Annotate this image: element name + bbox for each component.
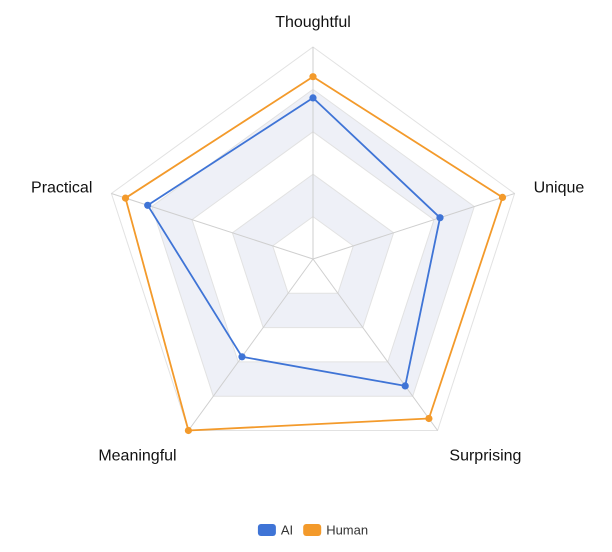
point-human-thoughtful [309,73,317,81]
spoke-unique [312,193,515,260]
point-ai-practical [144,201,152,209]
axis-labels: Thoughtful Unique Surprising Meaningful Prac… [31,14,584,465]
legend-label-human: Human [326,523,368,538]
series-human [121,73,507,435]
legend-item-ai: AI [257,523,293,538]
legend-swatch-ai [257,524,276,536]
legend-swatch-human [303,524,322,536]
point-ai-surprising [401,382,409,390]
axis-label-surprising: Surprising [449,448,521,465]
point-human-surprising [425,414,433,423]
axis-label-unique: Unique [534,179,585,196]
point-human-meaningful [184,426,192,435]
series-line-human [124,75,504,432]
spoke-surprising [312,258,439,431]
legend-item-human: Human [303,523,368,538]
series-line-ai [146,97,441,387]
spoke-meaningful [187,258,314,431]
legend: AI Human [257,523,368,538]
point-ai-unique [436,214,444,222]
point-human-practical [121,194,130,202]
axis-label-thoughtful: Thoughtful [275,14,351,31]
legend-label-ai: AI [281,523,293,538]
series-layer [121,73,507,435]
point-ai-meaningful [238,353,246,361]
axis-label-practical: Practical [31,179,92,196]
point-human-unique [498,193,507,201]
axis-label-meaningful: Meaningful [98,448,176,465]
series-ai [144,94,444,390]
point-ai-thoughtful [309,94,317,102]
